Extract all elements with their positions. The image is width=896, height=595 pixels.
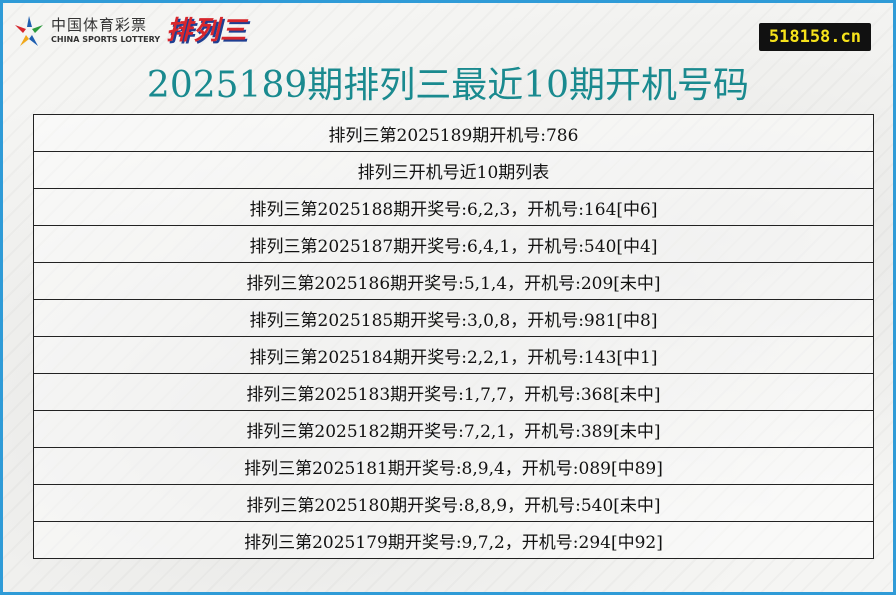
table-row: 排列三第2025189期开机号:786 bbox=[33, 114, 874, 152]
logo-chinese-text: 中国体育彩票 bbox=[51, 16, 148, 34]
table-row: 排列三第2025186期开奖号:5,1,4，开机号:209[未中] bbox=[33, 262, 874, 300]
table-cell: 排列三第2025182期开奖号:7,2,1，开机号:389[未中] bbox=[33, 410, 874, 448]
site-badge: 518158.cn bbox=[758, 23, 871, 51]
results-table: 排列三第2025189期开机号:786 排列三开机号近10期列表 排列三第202… bbox=[33, 114, 874, 559]
table-cell: 排列三第2025181期开奖号:8,9,4，开机号:089[中89] bbox=[33, 447, 874, 485]
table-row: 排列三第2025184期开奖号:2,2,1，开机号:143[中1] bbox=[33, 336, 874, 374]
table-cell: 排列三开机号近10期列表 bbox=[33, 151, 874, 189]
table-cell: 排列三第2025189期开机号:786 bbox=[33, 114, 874, 152]
table-row: 排列三第2025185期开奖号:3,0,8，开机号:981[中8] bbox=[33, 299, 874, 337]
table-row: 排列三第2025181期开奖号:8,9,4，开机号:089[中89] bbox=[33, 447, 874, 485]
lottery-logo: 中国体育彩票 CHINA SPORTS LOTTERY 排列三 bbox=[11, 11, 247, 51]
table-cell: 排列三第2025185期开奖号:3,0,8，开机号:981[中8] bbox=[33, 299, 874, 337]
table-cell: 排列三第2025180期开奖号:8,8,9，开机号:540[未中] bbox=[33, 484, 874, 522]
logo-brand-text: 排列三 bbox=[166, 16, 248, 46]
table-row: 排列三开机号近10期列表 bbox=[33, 151, 874, 189]
table-cell: 排列三第2025183期开奖号:1,7,7，开机号:368[未中] bbox=[33, 373, 874, 411]
table-cell: 排列三第2025188期开奖号:6,2,3，开机号:164[中6] bbox=[33, 188, 874, 226]
table-row: 排列三第2025182期开奖号:7,2,1，开机号:389[未中] bbox=[33, 410, 874, 448]
table-cell: 排列三第2025186期开奖号:5,1,4，开机号:209[未中] bbox=[33, 262, 874, 300]
table-row: 排列三第2025188期开奖号:6,2,3，开机号:164[中6] bbox=[33, 188, 874, 226]
table-row: 排列三第2025183期开奖号:1,7,7，开机号:368[未中] bbox=[33, 373, 874, 411]
table-row: 排列三第2025180期开奖号:8,8,9，开机号:540[未中] bbox=[33, 484, 874, 522]
table-row: 排列三第2025187期开奖号:6,4,1，开机号:540[中4] bbox=[33, 225, 874, 263]
table-cell: 排列三第2025179期开奖号:9,7,2，开机号:294[中92] bbox=[33, 521, 874, 559]
page-title: 2025189期排列三最近10期开机号码 bbox=[146, 65, 750, 106]
table-cell: 排列三第2025184期开奖号:2,2,1，开机号:143[中1] bbox=[33, 336, 874, 374]
table-row: 排列三第2025179期开奖号:9,7,2，开机号:294[中92] bbox=[33, 521, 874, 559]
lottery-star-icon bbox=[15, 16, 43, 46]
table-cell: 排列三第2025187期开奖号:6,4,1，开机号:540[中4] bbox=[33, 225, 874, 263]
logo-english-text: CHINA SPORTS LOTTERY bbox=[51, 35, 161, 44]
